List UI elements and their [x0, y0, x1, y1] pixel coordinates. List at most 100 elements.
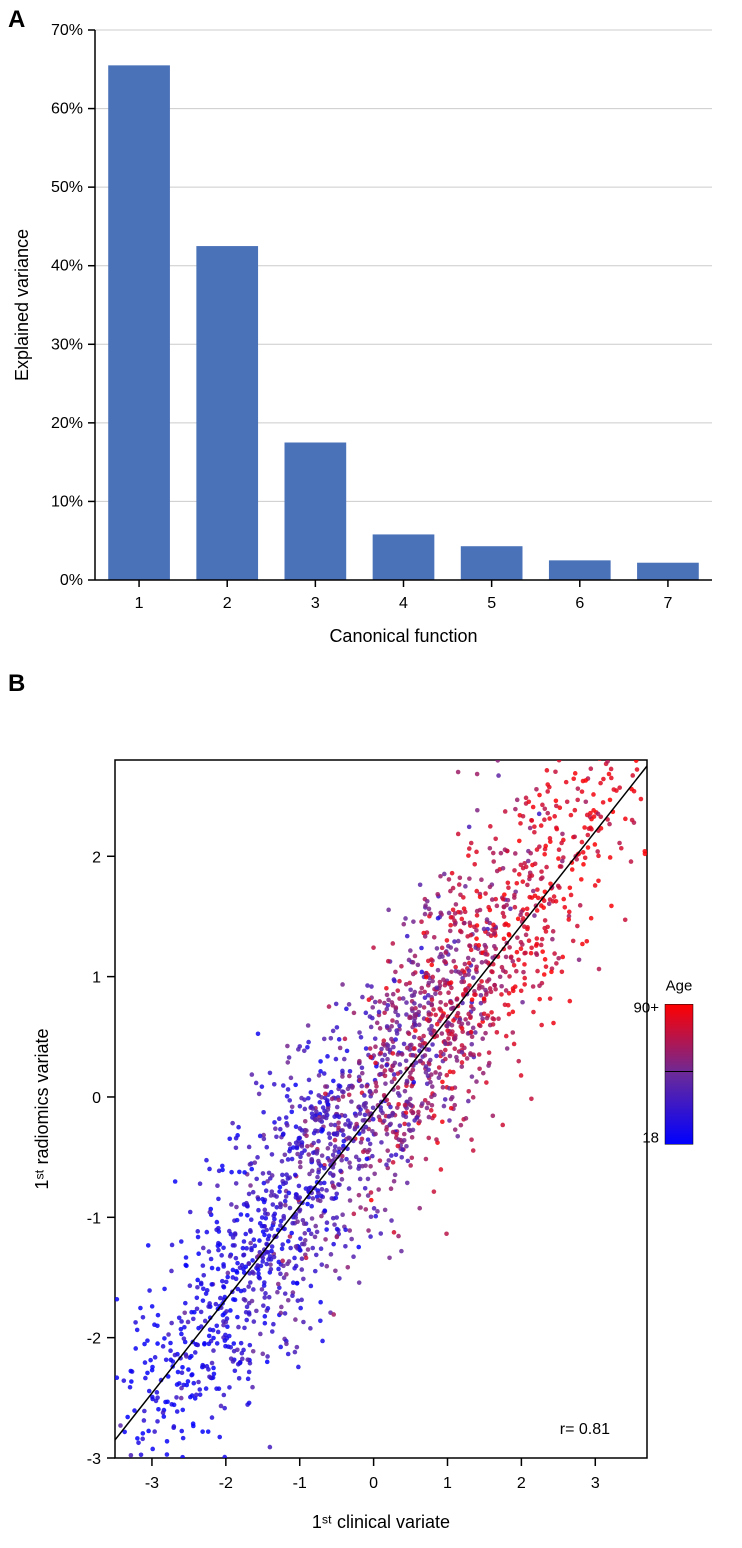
scatter-point — [444, 1073, 449, 1078]
scatter-point — [491, 1022, 496, 1027]
scatter-point — [445, 938, 450, 943]
scatter-point — [373, 1000, 378, 1005]
scatter-point — [231, 1297, 236, 1302]
scatter-point — [617, 785, 622, 790]
scatter-point — [459, 1123, 464, 1128]
scatter-point — [488, 824, 493, 829]
scatter-point — [256, 1208, 261, 1213]
scatter-point — [547, 816, 552, 821]
scatter-point — [383, 1081, 388, 1086]
scatter-point — [358, 1078, 363, 1083]
scatter-point — [243, 1232, 248, 1237]
scatter-point — [318, 1318, 323, 1323]
scatter-point — [186, 1320, 191, 1325]
scatter-point — [459, 930, 464, 935]
scatter-point — [437, 1006, 442, 1011]
scatter-point — [346, 1087, 351, 1092]
scatter-point — [438, 991, 443, 996]
scatter-point — [413, 1028, 418, 1033]
scatter-point — [384, 1127, 389, 1132]
scatter-point — [479, 979, 484, 984]
scatter-point — [280, 1159, 285, 1164]
scatter-point — [128, 1385, 133, 1390]
scatter-point — [332, 1148, 337, 1153]
scatter-point — [485, 1016, 490, 1021]
scatter-point — [272, 1082, 277, 1087]
scatter-point — [201, 1273, 206, 1278]
scatter-point — [542, 852, 547, 857]
scatter-point — [168, 1348, 173, 1353]
scatter-point — [345, 1265, 350, 1270]
scatter-point — [360, 995, 365, 1000]
scatter-point — [180, 1455, 185, 1460]
scatter-point — [467, 943, 472, 948]
scatter-point — [531, 984, 536, 989]
scatter-point — [442, 959, 447, 964]
scatter-point — [210, 1266, 215, 1271]
scatter-point — [278, 1345, 283, 1350]
scatter-point — [303, 1238, 308, 1243]
scatter-point — [195, 1229, 200, 1234]
scatter-point — [412, 990, 417, 995]
scatter-point — [579, 877, 584, 882]
scatter-point — [390, 1018, 395, 1023]
scatter-point — [221, 1246, 226, 1251]
scatter-point — [289, 1110, 294, 1115]
scatter-point — [288, 1206, 293, 1211]
scatter-point — [325, 1098, 330, 1103]
scatter-point — [153, 1355, 158, 1360]
scatter-point — [585, 813, 590, 818]
scatter-point — [294, 1244, 299, 1249]
scatter-point — [235, 1218, 240, 1223]
scatter-point — [544, 865, 549, 870]
scatter-point — [435, 946, 440, 951]
scatter-point — [141, 1431, 146, 1436]
scatter-point — [478, 908, 483, 913]
scatter-point — [320, 1187, 325, 1192]
scatter-point — [351, 1254, 356, 1259]
scatter-point — [435, 892, 440, 897]
scatter-point — [552, 894, 557, 899]
scatter-point — [280, 1242, 285, 1247]
scatter-point — [413, 1006, 418, 1011]
scatter-point — [136, 1440, 141, 1445]
scatter-point — [450, 1086, 455, 1091]
scatter-point — [361, 1149, 366, 1154]
scatter-point — [609, 776, 614, 781]
scatter-point — [229, 1202, 234, 1207]
scatter-point — [377, 1010, 382, 1015]
scatter-point — [312, 1131, 317, 1136]
scatter-point — [146, 1243, 151, 1248]
scatter-point — [572, 834, 577, 839]
scatter-point — [374, 1089, 379, 1094]
scatter-point — [331, 1079, 336, 1084]
scatter-point — [405, 1079, 410, 1084]
scatter-point — [502, 936, 507, 941]
scatter-point — [479, 877, 484, 882]
scatter-point — [264, 1188, 269, 1193]
scatter-point — [503, 847, 508, 852]
scatter-point — [174, 1395, 179, 1400]
scatter-point — [180, 1370, 185, 1375]
scatter-point — [500, 1123, 505, 1128]
scatter-point — [237, 1376, 242, 1381]
scatter-point — [325, 1220, 330, 1225]
scatter-point — [410, 1053, 415, 1058]
scatter-point — [463, 962, 468, 967]
scatter-point — [379, 1108, 384, 1113]
scatter-point — [331, 1029, 336, 1034]
x-tick-label: 5 — [487, 595, 496, 612]
scatter-point — [285, 1060, 290, 1065]
scatter-point — [551, 929, 556, 934]
scatter-point — [473, 992, 478, 997]
scatter-point — [370, 1016, 375, 1021]
x-tick-label: 6 — [575, 595, 584, 612]
scatter-point — [358, 1111, 363, 1116]
legend-high-label: 90+ — [634, 999, 660, 1016]
scatter-point — [523, 951, 528, 956]
scatter-point — [426, 1101, 431, 1106]
scatter-point — [198, 1181, 203, 1186]
scatter-point — [454, 997, 459, 1002]
scatter-point — [338, 1046, 343, 1051]
scatter-point — [344, 1157, 349, 1162]
